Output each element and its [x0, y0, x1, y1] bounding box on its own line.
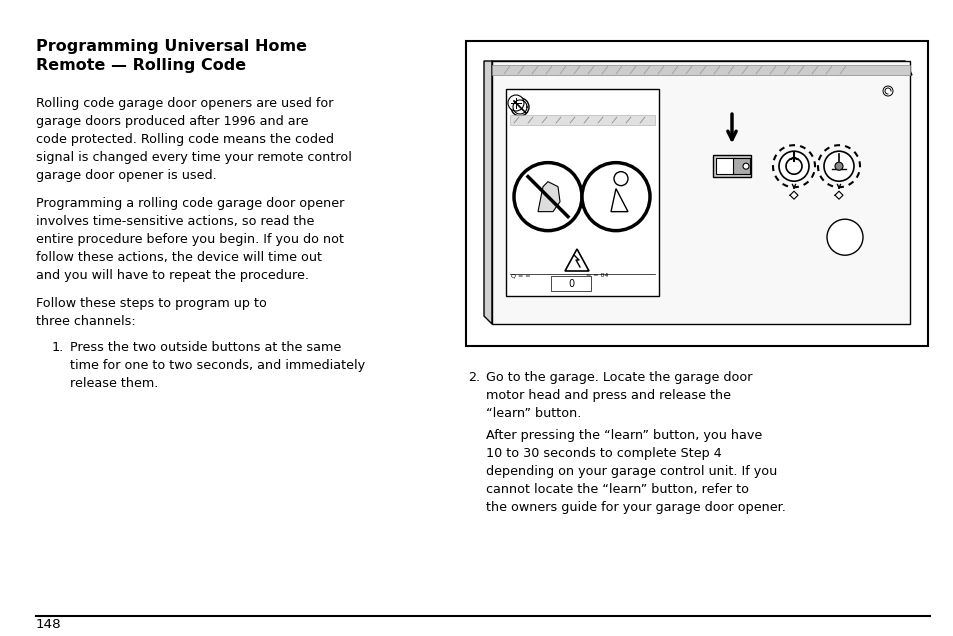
Bar	[716, 158, 735, 174]
Bar	[505, 89, 659, 296]
Text: Programming a rolling code garage door opener
involves time-sensitive actions, s: Programming a rolling code garage door o…	[36, 197, 344, 282]
Text: 0: 0	[567, 279, 574, 289]
Text: 2.: 2.	[468, 371, 479, 384]
Bar	[492, 65, 909, 75]
Circle shape	[742, 163, 748, 169]
Text: = = 04: = = 04	[585, 273, 608, 278]
Text: Rolling code garage door openers are used for
garage doors produced after 1996 a: Rolling code garage door openers are use…	[36, 97, 352, 182]
Bar	[732, 158, 749, 174]
Circle shape	[779, 151, 808, 181]
Bar	[465, 41, 927, 346]
Text: 148: 148	[36, 618, 62, 631]
Polygon shape	[537, 182, 559, 212]
Circle shape	[823, 151, 853, 181]
Polygon shape	[485, 61, 911, 75]
Polygon shape	[483, 61, 492, 324]
Circle shape	[514, 163, 581, 231]
Circle shape	[614, 172, 627, 186]
Bar	[510, 115, 655, 125]
Circle shape	[834, 162, 842, 170]
Bar	[551, 276, 590, 291]
Circle shape	[826, 219, 862, 255]
Circle shape	[511, 98, 529, 116]
Circle shape	[882, 86, 892, 96]
Polygon shape	[564, 249, 588, 271]
Circle shape	[507, 95, 523, 111]
Text: Press the two outside buttons at the same
time for one to two seconds, and immed: Press the two outside buttons at the sam…	[70, 341, 365, 390]
Text: Programming Universal Home
Remote — Rolling Code: Programming Universal Home Remote — Roll…	[36, 39, 307, 73]
Circle shape	[581, 163, 649, 231]
Polygon shape	[610, 189, 627, 212]
Text: 1.: 1.	[52, 341, 64, 354]
Bar	[492, 61, 909, 324]
Text: Follow these steps to program up to
three channels:: Follow these steps to program up to thre…	[36, 297, 267, 328]
Bar	[712, 155, 750, 177]
Text: Q = =: Q = =	[511, 273, 530, 278]
Text: After pressing the “learn” button, you have
10 to 30 seconds to complete Step 4
: After pressing the “learn” button, you h…	[485, 429, 785, 514]
Text: Go to the garage. Locate the garage door
motor head and press and release the
“l: Go to the garage. Locate the garage door…	[485, 371, 752, 420]
